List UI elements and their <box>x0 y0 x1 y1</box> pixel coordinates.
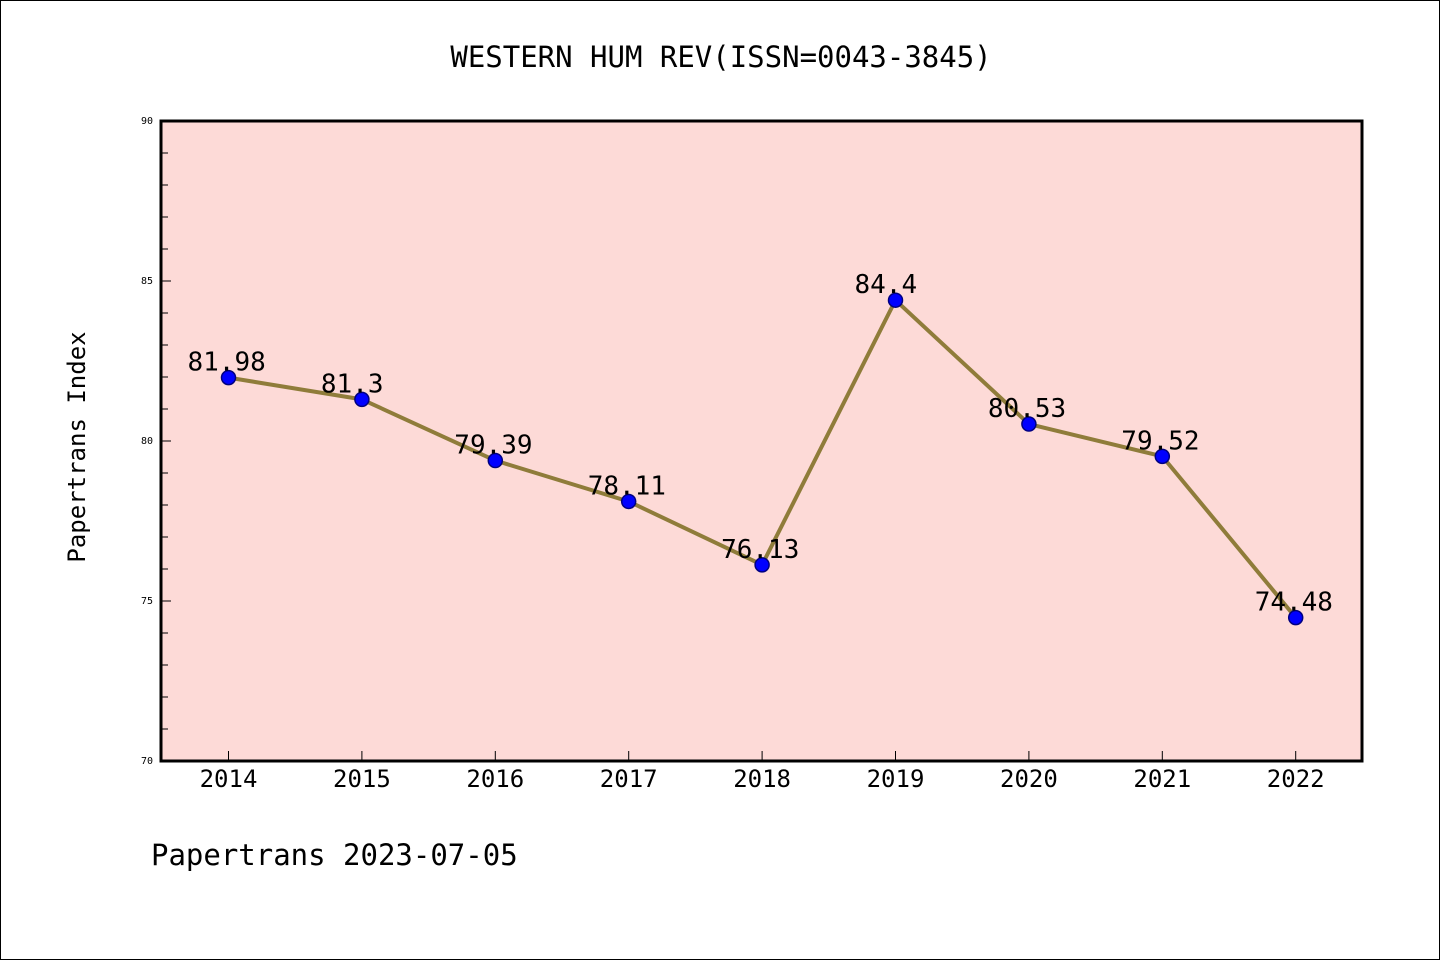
x-tick-label: 2017 <box>600 765 658 793</box>
y-tick-label: 75 <box>141 596 153 607</box>
data-point <box>754 557 770 573</box>
y-tick-label: 80 <box>141 436 153 447</box>
data-label: 78.11 <box>588 471 666 501</box>
x-tick-label: 2021 <box>1133 765 1191 793</box>
x-tick-label: 2016 <box>466 765 524 793</box>
y-tick-label: 85 <box>141 276 153 287</box>
y-axis-label: Papertrans Index <box>63 331 91 562</box>
data-point <box>220 369 237 386</box>
data-point <box>1021 416 1037 432</box>
data-label: 81.98 <box>188 348 266 378</box>
data-markers <box>220 292 1304 626</box>
x-tick-label: 2014 <box>200 765 258 793</box>
data-point <box>354 391 370 408</box>
data-point <box>1287 609 1304 626</box>
x-tick-label: 2018 <box>733 765 791 793</box>
data-point <box>620 493 637 510</box>
footer-text: Papertrans 2023-07-05 <box>151 838 518 872</box>
data-point <box>887 292 904 308</box>
x-tick-label: 2022 <box>1267 765 1325 793</box>
data-label: 74.48 <box>1255 588 1333 618</box>
data-label: 84.4 <box>855 270 918 300</box>
data-point <box>1154 448 1171 465</box>
data-label: 79.39 <box>454 431 532 461</box>
x-axis-ticks: 2014 2015 2016 2017 2018 2019 2020 2021 2022 <box>200 751 1325 793</box>
y-tick-label: 70 <box>141 756 153 767</box>
y-tick-label: 90 <box>141 116 153 127</box>
data-label: 80.53 <box>988 394 1066 424</box>
data-point <box>487 452 504 469</box>
chart-title: WESTERN HUM REV(ISSN=0043-3845) <box>450 40 991 74</box>
x-tick-label: 2019 <box>867 765 925 793</box>
x-tick-label: 2020 <box>1000 765 1058 793</box>
data-label: 79.52 <box>1121 426 1199 456</box>
data-label: 81.3 <box>321 369 384 399</box>
data-labels: 81.98 81.3 79.39 78.11 76.13 84.4 80.53 79.52 74… <box>188 270 1333 617</box>
plot-border <box>159 119 1364 763</box>
x-tick-label: 2015 <box>333 765 391 793</box>
plot-area <box>161 121 1362 761</box>
data-label: 76.13 <box>721 535 799 565</box>
